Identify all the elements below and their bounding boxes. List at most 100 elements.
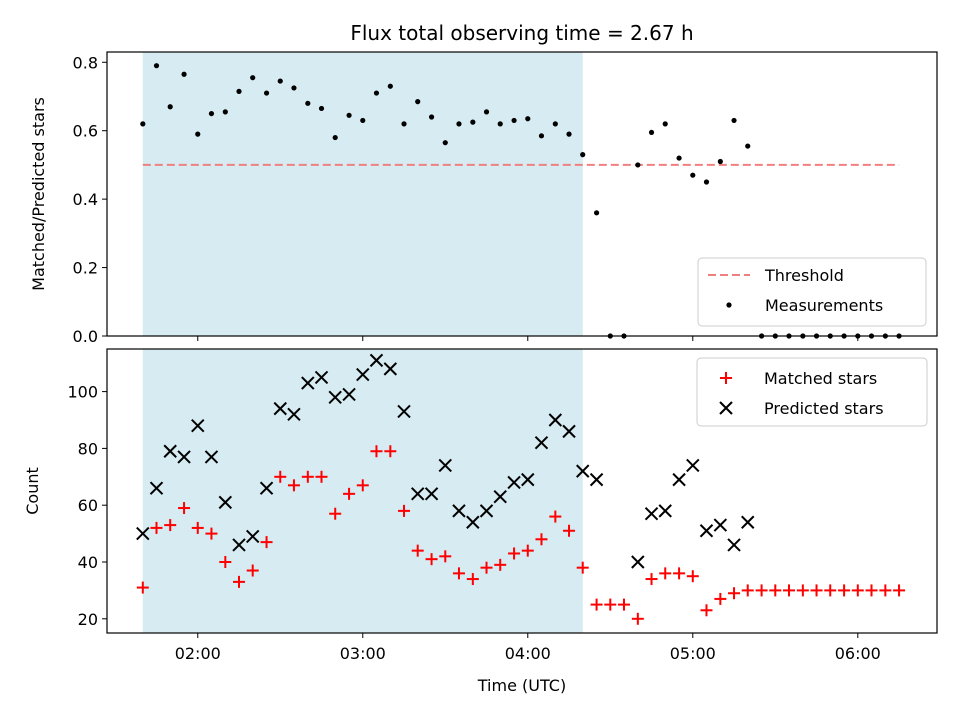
measurement-point <box>525 116 531 122</box>
measurement-point <box>360 117 366 124</box>
matched-star-marker <box>287 479 300 492</box>
predicted-star-marker <box>727 538 741 552</box>
matched-star-marker <box>150 521 163 534</box>
predicted-star-marker <box>438 458 452 473</box>
top-y-axis: 0.0 0.2 0.4 0.6 0.8 <box>73 53 107 346</box>
matched-star-marker <box>370 445 383 458</box>
measurement-point <box>140 121 146 127</box>
measurement-point <box>305 100 311 106</box>
predicted-star-marker <box>301 376 315 390</box>
matched-star-marker <box>631 612 644 625</box>
legend-matched-swatch <box>720 372 732 384</box>
top-y-tick-label: 0.4 <box>73 190 98 209</box>
measurement-point <box>662 121 668 127</box>
measurement-point <box>676 155 682 161</box>
measurement-point <box>277 78 283 84</box>
measurement-point <box>566 131 572 137</box>
measurement-point <box>208 110 215 117</box>
matched-star-marker <box>549 510 562 523</box>
legend-predicted-swatch <box>719 401 733 415</box>
matched-star-marker <box>879 584 892 597</box>
matched-star-marker <box>411 544 424 557</box>
predicted-star-marker <box>699 524 714 538</box>
matched-star-marker <box>301 470 314 483</box>
measurement-point <box>332 134 338 141</box>
matched-star-marker <box>384 445 397 458</box>
matched-star-marker <box>576 561 589 574</box>
matched-star-marker <box>466 573 479 586</box>
x-tick-label: 03:00 <box>340 644 386 663</box>
matched-star-marker <box>425 553 438 566</box>
matched-star-marker <box>700 604 713 617</box>
matched-star-marker <box>398 504 411 517</box>
matched-star-marker <box>521 544 534 557</box>
matched-star-marker <box>604 598 617 611</box>
matched-star-marker <box>508 547 521 560</box>
measurement-point <box>236 88 242 94</box>
predicted-stars-points <box>136 353 755 569</box>
matched-star-marker <box>741 584 754 597</box>
measurement-point <box>717 158 723 165</box>
measurement-point <box>318 105 325 112</box>
matched-star-marker <box>439 550 452 563</box>
measurement-point <box>291 85 297 91</box>
measurement-points <box>140 63 902 339</box>
matched-star-marker <box>563 524 576 537</box>
predicted-star-marker <box>342 387 356 402</box>
matched-star-marker <box>178 502 191 515</box>
measurement-point <box>745 143 751 149</box>
matched-star-marker <box>810 584 823 597</box>
measurement-point <box>181 71 187 77</box>
top-observing-span <box>142 52 583 336</box>
matched-star-marker <box>315 470 328 483</box>
chart-title: Flux total observing time = 2.67 h <box>350 21 693 45</box>
matched-star-marker <box>796 584 809 597</box>
top-panel: 0.00.20.40.60.8 Matched/Predicted stars … <box>29 51 938 346</box>
matched-star-marker <box>343 487 356 500</box>
predicted-star-marker <box>245 529 260 544</box>
predicted-star-marker <box>631 555 645 569</box>
bottom-y-tick-label: 80 <box>78 439 98 458</box>
measurement-point <box>731 117 737 124</box>
matched-star-marker <box>755 584 768 597</box>
measurement-point <box>373 90 380 96</box>
matched-star-marker <box>191 521 204 534</box>
legend-predicted-label: Predicted stars <box>764 399 884 418</box>
measurement-point <box>415 99 421 105</box>
predicted-star-marker <box>507 475 521 490</box>
predicted-star-marker <box>287 407 301 422</box>
x-axis: 02:00 03:00 04:00 05:00 06:00 <box>175 633 881 663</box>
matched-star-marker <box>590 598 603 611</box>
measurement-point <box>195 131 201 137</box>
measurement-point <box>648 129 655 136</box>
matched-star-marker <box>164 519 177 532</box>
predicted-star-marker <box>232 538 246 552</box>
measurement-point <box>222 109 228 115</box>
matched-star-marker <box>535 533 548 546</box>
measurement-point <box>483 109 490 115</box>
predicted-star-marker <box>273 401 287 416</box>
x-tick-label: 06:00 <box>835 644 881 663</box>
measurement-point <box>401 121 407 127</box>
predicted-star-marker <box>466 515 480 529</box>
predicted-star-marker <box>644 507 659 521</box>
predicted-star-marker <box>686 458 700 473</box>
bottom-legend: Matched stars Predicted stars <box>696 357 928 427</box>
top-y-tick-label: 0.8 <box>73 53 98 72</box>
top-legend-box <box>697 257 927 327</box>
matched-star-marker <box>893 584 906 597</box>
legend-matched-label: Matched stars <box>764 369 877 388</box>
matched-star-marker <box>782 584 795 597</box>
matched-star-marker <box>205 527 218 540</box>
top-y-axis-label: Matched/Predicted stars <box>29 97 48 291</box>
legend-measurements-label: Measurements <box>765 296 883 315</box>
matched-stars-points <box>136 445 906 625</box>
top-axes-frame <box>106 51 938 337</box>
bottom-panel: 20 40 60 80 100 02:00 03:00 04:00 05:00 06:00 Co… <box>23 348 938 695</box>
matched-star-marker <box>246 564 259 577</box>
measurement-point <box>263 90 270 96</box>
measurement-point <box>703 179 710 185</box>
predicted-star-marker <box>452 504 466 518</box>
x-tick-label: 04:00 <box>505 644 551 663</box>
measurement-point <box>511 117 517 124</box>
